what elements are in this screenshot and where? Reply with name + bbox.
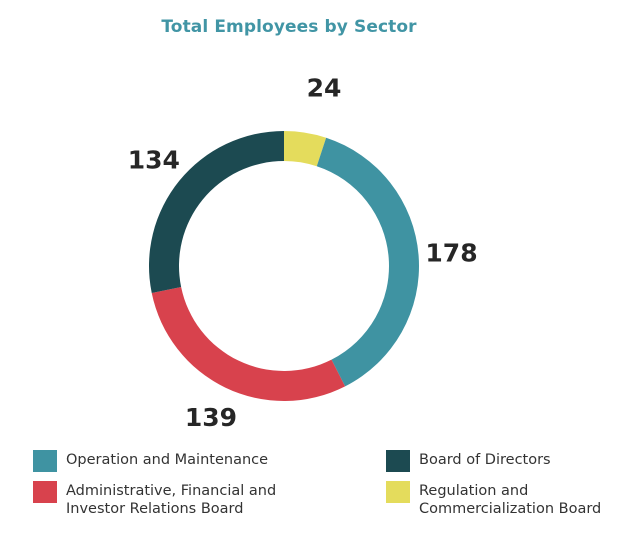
data-label-board-of-directors: 134 xyxy=(128,145,180,174)
legend-label-board-of-directors: Board of Directors xyxy=(419,452,551,468)
data-label-regulation: 24 xyxy=(307,74,342,103)
legend-swatch-operation xyxy=(33,450,57,472)
chart-title: Total Employees by Sector xyxy=(161,17,417,37)
legend-item-board-of-directors: Board of Directors xyxy=(386,450,551,472)
legend-item-operation: Operation and Maintenance xyxy=(33,450,268,472)
legend-swatch-regulation xyxy=(386,481,410,503)
data-label-operation: 178 xyxy=(425,239,477,268)
legend-label-administrative: Administrative, Financial and Investor R… xyxy=(66,483,277,517)
legend-item-administrative: Administrative, Financial and Investor R… xyxy=(33,481,276,518)
legend-swatch-administrative xyxy=(33,481,57,503)
legend-label-operation: Operation and Maintenance xyxy=(66,452,269,468)
slice-operation xyxy=(316,137,420,387)
slice-board-of-directors xyxy=(148,131,284,294)
legend-label-regulation: Regulation and Commercialization Board xyxy=(419,483,602,517)
legend-item-regulation: Regulation and Commercialization Board xyxy=(386,481,601,518)
slice-administrative xyxy=(151,287,346,401)
legend-swatch-board-of-directors xyxy=(386,450,410,472)
data-label-administrative: 139 xyxy=(185,403,237,432)
slice-regulation xyxy=(284,131,327,167)
